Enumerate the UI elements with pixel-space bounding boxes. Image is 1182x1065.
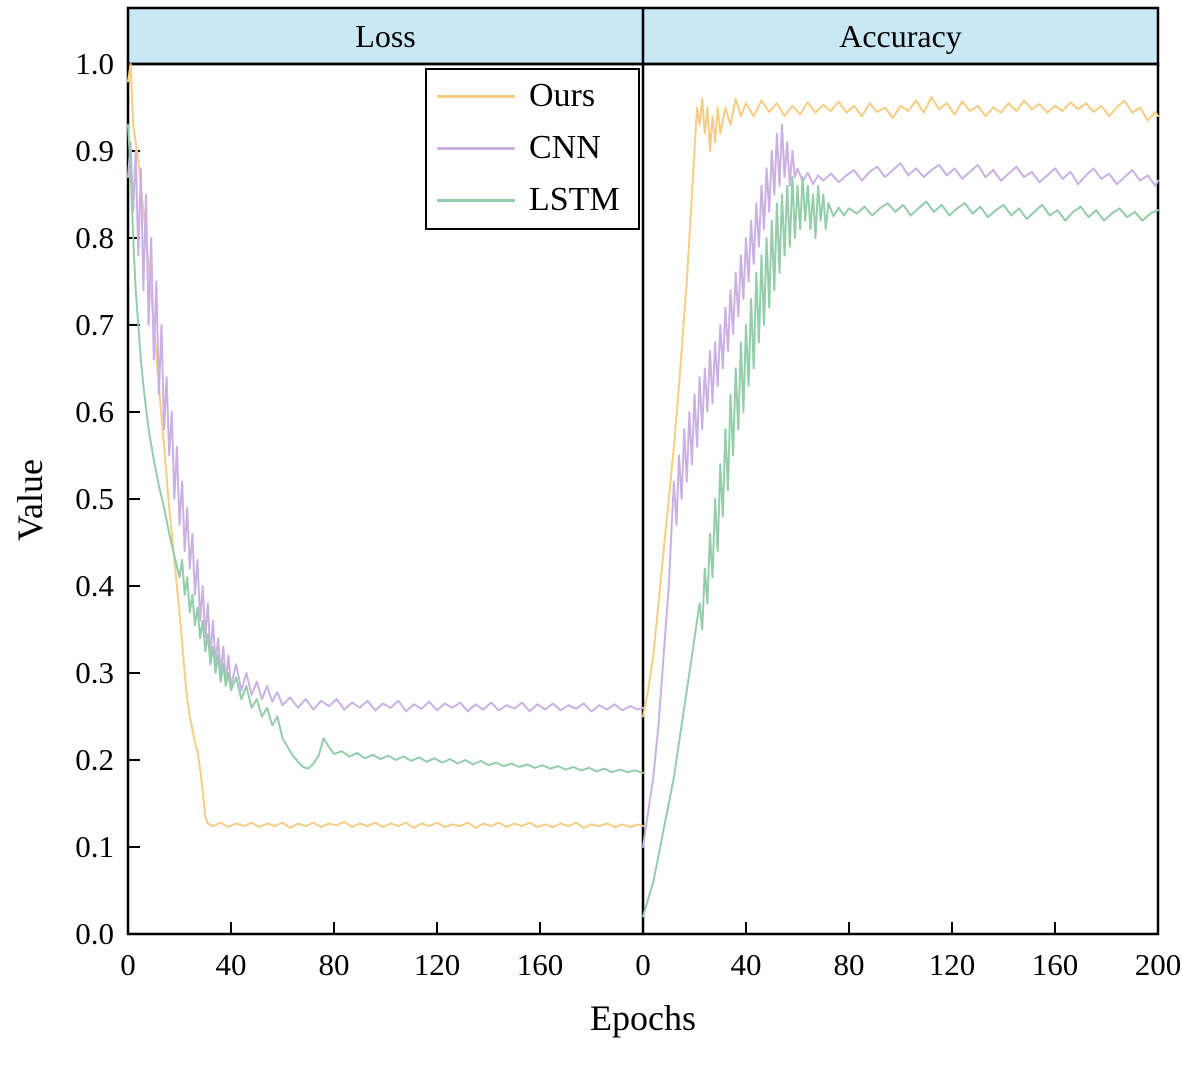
legend-item-lstm: LSTM: [427, 174, 638, 226]
x-tick-label: 0: [635, 947, 651, 982]
legend-line-swatch-ours: [437, 94, 515, 98]
x-tick-label: 120: [413, 947, 461, 982]
y-tick-label: 0.1: [75, 829, 114, 864]
x-tick-label: 80: [318, 947, 350, 982]
x-tick-label: 200: [1134, 947, 1182, 982]
y-tick-label: 0.8: [75, 220, 114, 255]
x-tick-label: 120: [928, 947, 976, 982]
legend-line-swatch-lstm: [437, 198, 515, 202]
y-tick-label: 1.0: [75, 46, 114, 81]
legend-item-ours: Ours: [427, 70, 638, 122]
x-tick-label: 160: [1031, 947, 1079, 982]
legend-item-cnn: CNN: [427, 122, 638, 174]
x-tick-label: 40: [215, 947, 247, 982]
legend-line-swatch-cnn: [437, 146, 515, 150]
series-line-ours-accuracy: [642, 96, 1159, 718]
series-line-lstm-loss: [127, 123, 644, 774]
series-line-cnn-loss: [127, 141, 644, 713]
y-tick-label: 0.9: [75, 133, 114, 168]
legend-label-ours: Ours: [529, 77, 596, 114]
series-line-cnn-accuracy: [642, 123, 1159, 848]
y-tick-label: 0.3: [75, 655, 114, 690]
series-line-lstm-accuracy: [642, 176, 1159, 918]
x-tick-label: 0: [120, 947, 136, 982]
y-tick-label: 0.7: [75, 307, 114, 342]
y-tick-label: 0.5: [75, 481, 114, 516]
y-tick-label: 0.4: [75, 568, 114, 603]
y-tick-label: 0.0: [75, 916, 114, 951]
legend-label-lstm: LSTM: [529, 181, 620, 218]
legend-label-cnn: CNN: [529, 129, 601, 166]
x-axis-title: Epochs: [590, 998, 696, 1038]
y-tick-label: 0.2: [75, 742, 114, 777]
y-tick-label: 0.6: [75, 394, 114, 429]
x-tick-label: 160: [516, 947, 564, 982]
legend: Ours CNN LSTM: [425, 68, 640, 230]
x-tick-label: 40: [730, 947, 762, 982]
x-tick-label: 80: [833, 947, 865, 982]
series-line-ours-loss: [127, 63, 644, 829]
